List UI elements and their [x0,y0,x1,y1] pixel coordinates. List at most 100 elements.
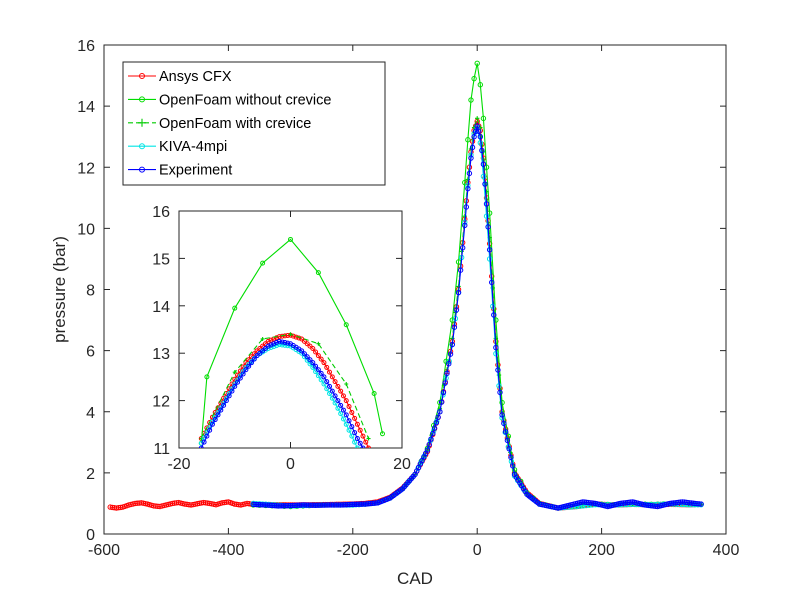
main-point [266,502,272,508]
legend-swatch-marker [139,73,145,79]
inset-point [313,349,319,355]
main-point [302,502,308,508]
inset-point [285,340,291,346]
main-point [430,430,436,437]
inset-point [279,342,285,348]
main-ytick-label: 12 [77,160,95,177]
main-point [270,502,276,509]
inset-point [226,393,232,399]
inset-point [301,351,307,357]
main-point [497,389,503,396]
main-point [480,161,487,167]
main-xtick-label: 400 [713,542,740,559]
inset-plot-area [198,236,385,448]
legend-swatch-marker [139,166,145,173]
main-point [449,341,456,348]
inset-point [343,322,349,328]
main-point [433,419,440,426]
inset-point [324,364,330,370]
inset-point [318,356,324,362]
main-point [465,137,471,143]
inset-point [363,439,369,445]
main-xtick-label: -600 [88,542,120,559]
main-point [459,245,466,251]
main-point [437,409,443,415]
inset-point [352,415,358,421]
main-point [321,502,328,508]
inset-point [237,375,243,381]
main-y-axis-label: pressure (bar) [50,236,69,343]
main-point [446,361,452,367]
inset-point [251,356,257,362]
inset-point [310,360,316,366]
main-point [482,181,488,187]
inset-point [344,382,349,387]
inset-series-line [200,340,364,448]
inset-point [338,411,344,417]
inset-point [329,388,335,394]
main-point [358,501,365,507]
inset-point [218,407,224,413]
main-point [442,380,448,386]
inset-point [371,390,377,396]
main-point [504,437,511,444]
main-point [357,501,363,507]
main-point [475,116,480,121]
main-point [309,502,315,508]
main-point [469,144,476,151]
inset-point [221,402,227,408]
inset-point [346,404,352,410]
inset-point [310,345,316,351]
inset-point [290,333,296,339]
main-point [471,75,477,82]
main-point [483,201,490,207]
legend-swatch-marker [138,118,146,127]
main-point [286,502,292,509]
main-point [360,501,367,507]
main-point [291,502,297,509]
inset-point [299,348,305,354]
inset-point [201,439,207,445]
main-point [428,436,434,442]
inset-point [343,398,349,404]
main-point [342,502,349,508]
main-point [293,502,299,509]
main-point [268,502,274,509]
inset-point [343,412,349,418]
inset-point [340,393,346,399]
inset-point [360,433,366,439]
inset-point [346,427,352,433]
inset-point [274,335,280,341]
legend: Ansys CFX OpenFoam without crevice OpenFoa… [122,61,386,186]
main-point [337,502,344,508]
inset-point [366,436,371,441]
legend-label: KIVA-4mpi [159,139,227,155]
inset-point [288,236,293,242]
inset-point [318,370,324,376]
inset-point [352,430,358,436]
inset-point [352,439,358,445]
inset-point [357,440,363,446]
inset-point [316,341,321,346]
inset-point [349,433,355,439]
main-point [477,82,484,88]
inset-point [349,424,355,430]
main-point [491,312,497,318]
inset-point [207,427,213,433]
main-point [318,502,324,508]
main-point [284,502,290,509]
main-point [508,454,514,461]
main-point [319,502,326,508]
main-point [353,501,360,507]
legend-label: OpenFoam with crevice [159,116,311,132]
inset-point [265,338,271,344]
main-point [307,502,313,508]
legend-entry: OpenFoam with crevice [128,116,311,132]
main-point [279,503,285,509]
main-point [450,336,455,341]
inset-point [232,376,238,382]
inset-point [332,379,338,385]
main-point [339,502,345,508]
inset-point [237,368,243,374]
